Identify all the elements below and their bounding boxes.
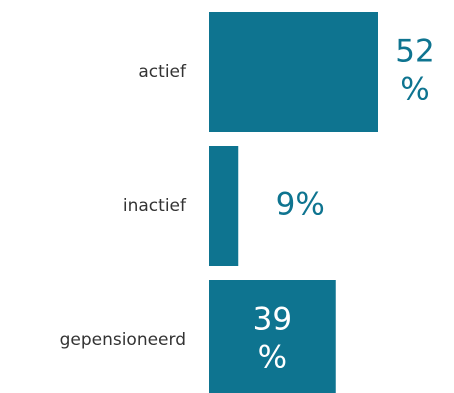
value-label-inactief: 9%	[276, 187, 325, 223]
bar-gepensioneerd	[209, 280, 336, 393]
value-label-gepensioneerd-line-2: %	[258, 340, 287, 376]
bar-inactief	[209, 146, 239, 266]
category-label-inactief: inactief	[123, 196, 187, 216]
bar-actief	[209, 12, 378, 132]
category-label-gepensioneerd: gepensioneerd	[60, 330, 186, 350]
value-label-actief-line-1: 52	[395, 34, 434, 70]
value-label-actief-line-2: %	[400, 72, 429, 108]
category-label-actief: actief	[138, 62, 187, 82]
value-label-gepensioneerd-line-1: 39	[253, 302, 292, 338]
